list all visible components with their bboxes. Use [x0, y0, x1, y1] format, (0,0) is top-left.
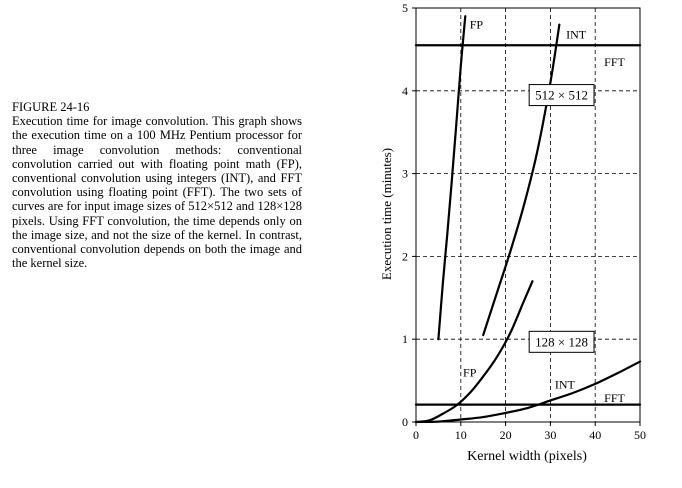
- figure-caption: FIGURE 24-16 Execution time for image co…: [12, 100, 302, 270]
- x-tick-label: 50: [634, 428, 646, 442]
- image-size-label-text: 128 × 128: [535, 334, 588, 349]
- curve-label: FP: [470, 18, 484, 32]
- curve-label: FP: [463, 365, 477, 379]
- image-size-label-box: [528, 330, 595, 353]
- curve-label: INT: [566, 27, 587, 41]
- image-size-label: 128 × 128: [528, 330, 595, 353]
- series-line-int-128x128: [414, 360, 642, 424]
- x-tick-label: 20: [500, 428, 512, 442]
- series-line-fp-512x512: [437, 15, 467, 341]
- y-tick-label: 4: [402, 84, 408, 98]
- x-tick-label: 30: [544, 428, 556, 442]
- x-axis-label: Kernel width (pixels): [467, 449, 587, 464]
- curve-label: FFT: [604, 55, 625, 69]
- series-line-int-512x512: [482, 23, 561, 337]
- x-tick-label: 10: [455, 428, 467, 442]
- data-series: [414, 15, 642, 424]
- x-tick-label: 40: [589, 428, 601, 442]
- caption-text: Execution time for image convolution. Th…: [12, 114, 302, 271]
- image-size-label: 512 × 512: [528, 84, 595, 107]
- y-tick-label: 0: [402, 415, 408, 429]
- curve-label: FFT: [604, 391, 625, 405]
- image-size-label-box: [528, 84, 595, 107]
- x-tick-label: 0: [413, 428, 419, 442]
- curve-labels: FP INT FFT FP INT FFT 512 × 512 128 × 128: [463, 18, 625, 405]
- y-tick-label: 5: [402, 1, 408, 15]
- curve-label: INT: [555, 378, 576, 392]
- axis-ticks: 0 10 20 30 40 50 0 1 2 3 4 5: [402, 1, 646, 442]
- plot-frame: [415, 7, 641, 423]
- series-line-fp-128x128: [414, 280, 534, 424]
- image-size-label-text: 512 × 512: [535, 88, 588, 103]
- y-tick-label: 3: [402, 167, 408, 181]
- y-tick-label: 1: [402, 332, 408, 346]
- y-tick-label: 2: [402, 249, 408, 263]
- y-axis-label: Execution time (minutes): [379, 148, 394, 280]
- figure-label: FIGURE 24-16: [12, 100, 90, 114]
